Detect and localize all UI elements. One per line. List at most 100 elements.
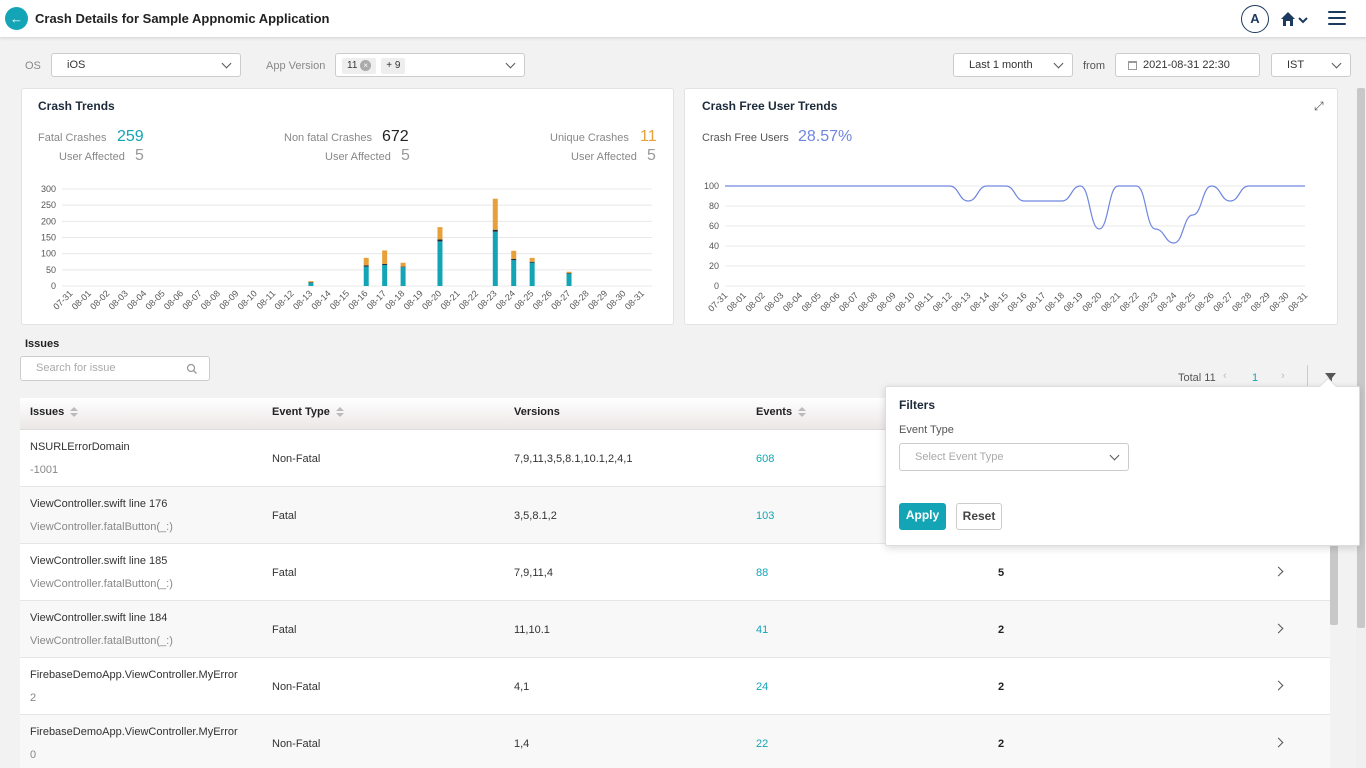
versions: 1,4 [514,738,530,750]
events-link[interactable]: 608 [756,453,775,465]
x-tick-label: 08-20 [1080,290,1103,313]
events-link[interactable]: 41 [756,624,769,636]
users-count: 2 [998,624,1005,636]
x-tick-label: 08-22 [457,288,480,311]
fatal-user-affected-label: User Affected [59,151,125,163]
x-tick-label: 08-05 [143,288,166,311]
timezone-select[interactable]: IST [1271,53,1351,77]
home-icon[interactable] [1280,10,1310,30]
table-row[interactable]: FirebaseDemoApp.ViewController.MyError 0… [20,715,1330,768]
x-tick-label: 08-10 [236,288,259,311]
filter-icon[interactable] [1325,370,1336,388]
y-tick-label: 40 [709,241,719,251]
table-row[interactable]: FirebaseDemoApp.ViewController.MyError 2… [20,658,1330,715]
from-date-input[interactable]: 2021-08-31 22:30 [1115,53,1260,77]
x-tick-label: 08-26 [1193,290,1216,313]
x-tick-label: 08-21 [438,288,461,311]
x-tick-label: 08-03 [107,288,130,311]
hamburger-menu-icon[interactable] [1328,11,1346,27]
page-scrollbar-thumb[interactable] [1357,88,1365,628]
x-tick-label: 08-12 [273,288,296,311]
crash-free-title: Crash Free User Trends [702,99,838,113]
app-version-select[interactable]: 11 × + 9 [335,53,525,77]
bar-segment [529,261,535,263]
x-tick-label: 08-11 [912,290,935,313]
x-tick-label: 08-12 [931,290,954,313]
chevron-right-icon[interactable] [1273,566,1284,577]
bar-segment [529,262,535,286]
sort-icon[interactable] [335,407,344,418]
event-type: Fatal [272,567,297,579]
x-tick-label: 08-23 [475,288,498,311]
event-type-select[interactable]: Select Event Type [899,443,1129,471]
app-header: ← Crash Details for Sample Appnomic Appl… [0,0,1366,38]
x-tick-label: 08-18 [1043,290,1066,313]
issues-title: Issues [25,338,60,350]
timezone-value: IST [1287,59,1305,71]
sort-icon[interactable] [798,407,807,418]
issue-sub: ViewController.fatalButton(_:) [30,578,173,590]
calendar-icon [1128,60,1137,70]
users-count: 5 [998,567,1005,579]
x-tick-label: 08-06 [818,290,841,313]
reset-button[interactable]: Reset [956,503,1002,530]
event-type: Non-Fatal [272,738,321,750]
chevron-down-icon [505,58,516,69]
col-event-type[interactable]: Event Type [272,406,344,418]
versions: 7,9,11,4 [514,567,553,579]
page-number[interactable]: 1 [1252,372,1259,384]
y-tick-label: 250 [41,200,56,210]
sort-icon[interactable] [70,407,79,418]
y-tick-label: 50 [46,265,56,275]
app-version-chip[interactable]: 11 × [342,58,377,74]
x-tick-label: 08-11 [255,288,278,311]
x-tick-label: 08-31 [623,288,646,311]
bar-segment [363,265,369,267]
bar-segment [308,282,314,286]
x-tick-label: 08-14 [968,290,991,313]
chevron-right-icon[interactable] [1273,680,1284,691]
x-tick-label: 08-27 [1211,290,1234,313]
chevron-right-icon[interactable] [1273,737,1284,748]
table-row[interactable]: NSURLErrorDomain -1001 Non-Fatal 7,9,11,… [20,430,1330,487]
filter-panel-title: Filters [899,398,936,412]
bar-segment [492,198,498,230]
table-row[interactable]: ViewController.swift line 184 ViewContro… [20,601,1330,658]
apply-button[interactable]: Apply [899,503,946,530]
bar-segment [566,271,572,274]
col-issues[interactable]: Issues [30,406,79,418]
col-versions: Versions [514,406,560,418]
crash-trends-bar-chart: 05010015020025030007-3108-0108-0208-0308… [41,184,652,312]
y-tick-label: 0 [51,281,56,291]
x-tick-label: 08-01 [725,290,748,313]
x-tick-label: 08-09 [217,288,240,311]
back-icon[interactable]: ← [5,7,28,30]
prev-page-icon[interactable]: ‹ [1223,370,1227,382]
table-scrollbar-thumb[interactable] [1330,545,1338,625]
next-page-icon[interactable]: › [1281,370,1285,382]
search-icon[interactable] [186,362,198,374]
bar-segment [400,262,406,267]
issue-name: NSURLErrorDomain [30,441,130,453]
os-select[interactable]: iOS [51,53,241,77]
chevron-right-icon[interactable] [1273,623,1284,634]
table-row[interactable]: ViewController.swift line 185 ViewContro… [20,544,1330,601]
x-tick-label: 08-13 [949,290,972,313]
x-tick-label: 08-19 [402,288,425,311]
issue-name: ViewController.swift line 176 [30,498,168,510]
range-select[interactable]: Last 1 month [953,53,1073,77]
x-tick-label: 08-31 [1286,290,1309,313]
col-events[interactable]: Events [756,406,807,418]
x-tick-label: 08-28 [568,288,591,311]
expand-icon[interactable]: ⤢ [1314,99,1324,113]
remove-chip-icon[interactable]: × [360,60,372,71]
nonfatal-user-affected-label: User Affected [325,151,391,163]
events-link[interactable]: 22 [756,738,769,750]
bar-segment [400,266,406,268]
events-link[interactable]: 103 [756,510,775,522]
user-avatar[interactable]: A [1241,5,1269,33]
unique-user-affected-label: User Affected [571,151,637,163]
search-input[interactable]: Search for issue [20,356,210,381]
events-link[interactable]: 88 [756,567,769,579]
events-link[interactable]: 24 [756,681,769,693]
